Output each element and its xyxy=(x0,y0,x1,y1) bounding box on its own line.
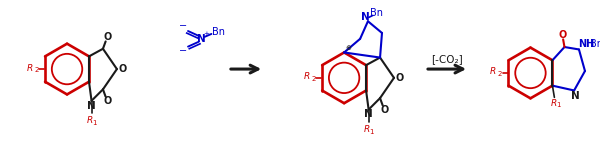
Text: Bn: Bn xyxy=(212,27,225,37)
Text: R: R xyxy=(26,64,32,73)
Text: ⊕: ⊕ xyxy=(345,45,351,51)
Text: O: O xyxy=(119,64,127,74)
Text: 2: 2 xyxy=(311,76,316,82)
Text: O: O xyxy=(558,30,566,39)
Text: R: R xyxy=(550,99,557,108)
Text: N: N xyxy=(361,12,370,22)
Text: Bn: Bn xyxy=(590,39,600,49)
Text: R: R xyxy=(364,125,370,134)
Text: 2: 2 xyxy=(34,67,38,73)
Text: 1: 1 xyxy=(92,120,97,126)
Text: N: N xyxy=(87,101,96,111)
Text: N: N xyxy=(571,91,580,101)
Text: 2: 2 xyxy=(497,71,502,77)
Text: 1: 1 xyxy=(556,102,560,108)
Text: O: O xyxy=(396,73,404,83)
Text: +: + xyxy=(203,31,209,37)
Text: [-CO₂]: [-CO₂] xyxy=(431,54,463,64)
Text: O: O xyxy=(380,105,389,115)
Text: Bn: Bn xyxy=(370,8,383,18)
Text: R: R xyxy=(304,72,310,81)
Text: R: R xyxy=(490,67,496,77)
Text: −: − xyxy=(179,21,187,31)
Text: N: N xyxy=(197,34,206,44)
Text: NH: NH xyxy=(578,39,594,49)
Text: O: O xyxy=(103,32,112,42)
Text: N: N xyxy=(364,109,373,119)
Text: 1: 1 xyxy=(370,129,374,135)
Text: R: R xyxy=(87,116,93,125)
Text: O: O xyxy=(103,96,112,106)
Text: −: − xyxy=(179,46,187,56)
